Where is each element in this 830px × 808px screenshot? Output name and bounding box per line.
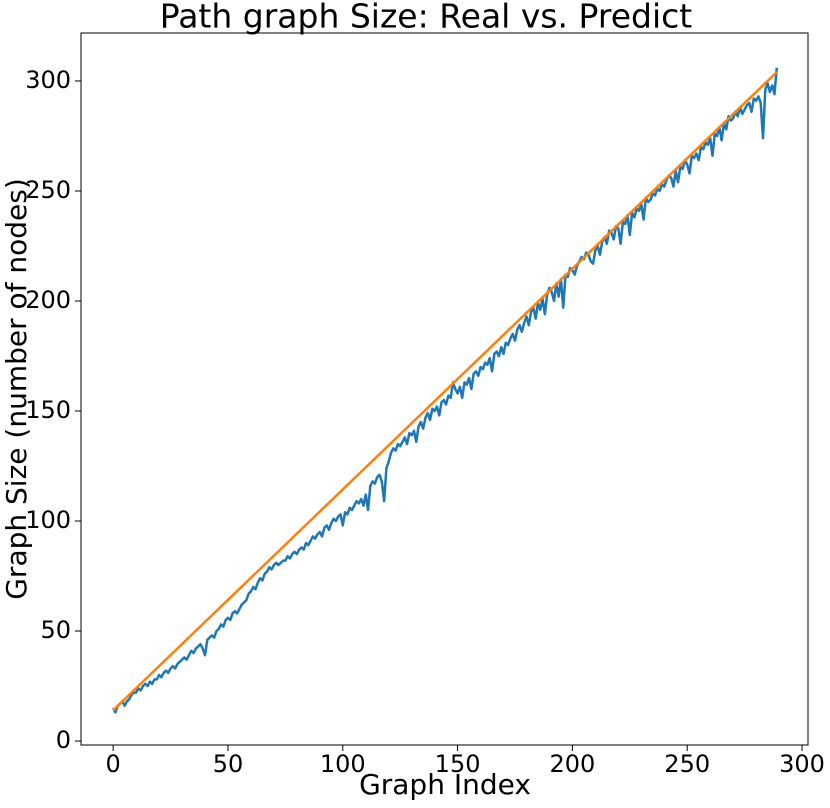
- y-tick-label: 150: [25, 396, 71, 424]
- x-tick-label: 50: [213, 750, 244, 778]
- y-tick-label: 0: [56, 726, 71, 754]
- x-tick-label: 300: [779, 750, 825, 778]
- y-axis-label: Graph Size (number of nodes): [0, 178, 33, 600]
- y-tick-label: 300: [25, 66, 71, 94]
- x-axis-label: Graph Index: [359, 768, 531, 801]
- data-line: [112, 67, 779, 714]
- y-tick-label: 50: [40, 616, 71, 644]
- x-tick-label: 250: [664, 750, 710, 778]
- x-tick-label: 200: [549, 750, 595, 778]
- x-tick-label: 100: [320, 750, 366, 778]
- y-tick-label: 200: [25, 286, 71, 314]
- x-tick-label: 0: [106, 750, 121, 778]
- y-tick-label: 250: [25, 176, 71, 204]
- y-tick-label: 100: [25, 506, 71, 534]
- data-line: [112, 71, 778, 712]
- chart-title: Path graph Size: Real vs. Predict: [160, 0, 692, 36]
- x-tick-label: 150: [435, 750, 481, 778]
- plot-frame: [80, 32, 809, 746]
